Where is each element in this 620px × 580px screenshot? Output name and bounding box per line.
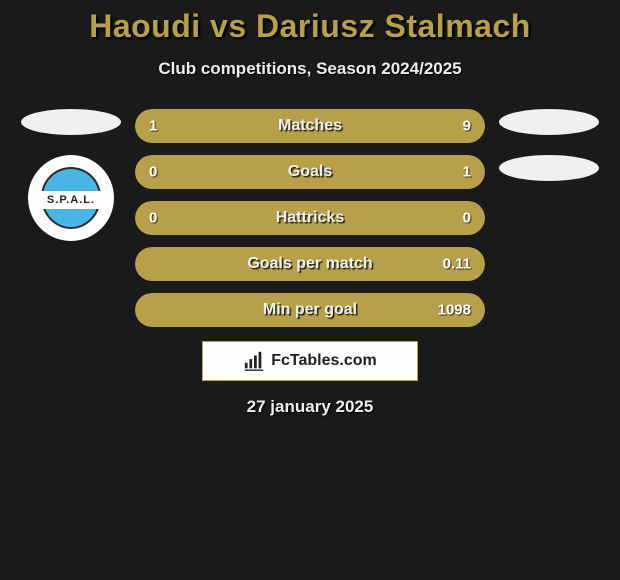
stats-column: 1Matches90Goals10Hattricks0Goals per mat… xyxy=(135,109,485,327)
comparison-card: Haoudi vs Dariusz Stalmach Club competit… xyxy=(0,0,620,417)
barchart-icon xyxy=(243,350,265,372)
stat-value-right: 1098 xyxy=(438,302,471,319)
player-photo-placeholder-right xyxy=(499,109,599,135)
attribution-text: FcTables.com xyxy=(271,352,377,370)
snapshot-date: 27 january 2025 xyxy=(0,397,620,417)
right-player-column xyxy=(495,109,603,181)
stat-label: Goals xyxy=(135,163,485,181)
attribution-badge[interactable]: FcTables.com xyxy=(202,341,418,381)
stat-bar: 0Hattricks0 xyxy=(135,201,485,235)
stat-bar: 0Goals1 xyxy=(135,155,485,189)
stat-value-right: 0 xyxy=(463,210,471,227)
stat-label: Matches xyxy=(135,117,485,135)
shield-icon: S.P.A.L. xyxy=(41,167,101,229)
content-row: S.P.A.L. 1Matches90Goals10Hattricks0Goal… xyxy=(0,109,620,327)
left-player-column: S.P.A.L. xyxy=(17,109,125,241)
player-photo-placeholder-left xyxy=(21,109,121,135)
stat-label: Min per goal xyxy=(135,301,485,319)
subtitle: Club competitions, Season 2024/2025 xyxy=(0,59,620,79)
stat-value-right: 0.11 xyxy=(443,256,471,273)
club-badge-text: S.P.A.L. xyxy=(39,191,103,209)
stat-label: Goals per match xyxy=(135,255,485,273)
stat-bar: Min per goal1098 xyxy=(135,293,485,327)
club-badge-spal: S.P.A.L. xyxy=(28,155,114,241)
stat-value-right: 9 xyxy=(463,118,471,135)
stat-value-right: 1 xyxy=(463,164,471,181)
stat-bar: Goals per match0.11 xyxy=(135,247,485,281)
page-title: Haoudi vs Dariusz Stalmach xyxy=(0,8,620,45)
stat-bar: 1Matches9 xyxy=(135,109,485,143)
stat-label: Hattricks xyxy=(135,209,485,227)
club-badge-placeholder-right xyxy=(499,155,599,181)
